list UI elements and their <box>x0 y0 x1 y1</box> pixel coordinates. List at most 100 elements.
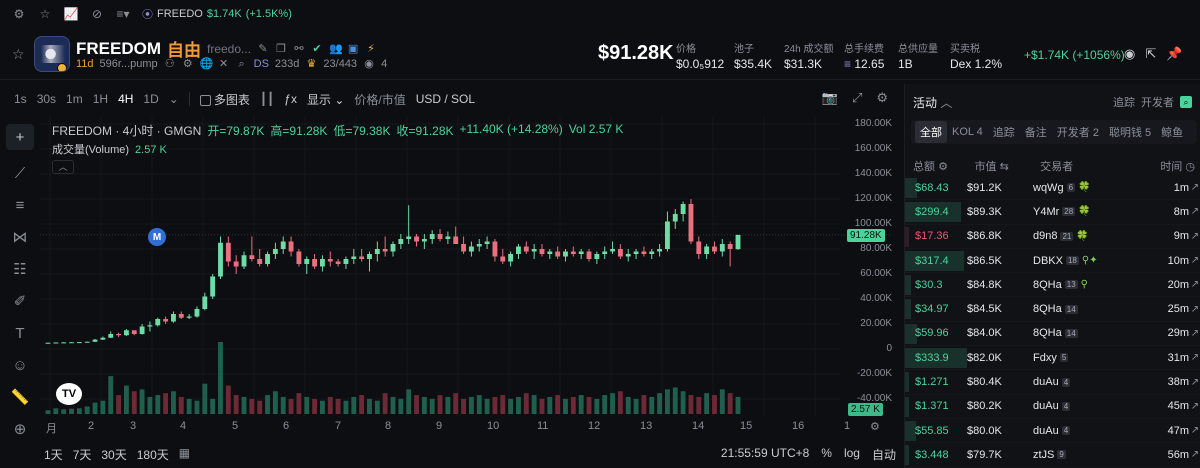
horizontal-lines-icon[interactable]: ≡ <box>15 196 25 214</box>
interval-1s[interactable]: 1s <box>14 92 27 106</box>
trade-row[interactable]: $34.97 $84.5K 8QHa 14 25m ↗ <box>905 297 1200 322</box>
filter-all[interactable]: 全部 <box>915 121 947 143</box>
chart-settings-icon[interactable]: ⚙ <box>876 90 888 105</box>
trade-trader[interactable]: duAu 4 <box>1033 400 1143 412</box>
favorite-star-icon[interactable]: ☆ <box>12 46 25 62</box>
search-icon[interactable]: ⌕ <box>238 58 245 70</box>
col-amount[interactable]: 总额 ⚙ <box>913 158 975 174</box>
log-toggle[interactable]: log <box>843 446 860 460</box>
x-social-icon[interactable]: ✕ <box>219 58 229 70</box>
text-tool-icon[interactable]: T <box>15 324 25 342</box>
open-trade-icon[interactable]: ↗ <box>1190 327 1200 339</box>
trade-row[interactable]: $55.85 $80.0K duAu 4 47m ↗ <box>905 419 1200 444</box>
trade-row[interactable]: $30.3 $84.8K 8QHa 13 ⚲ 20m ↗ <box>905 273 1200 298</box>
trade-row[interactable]: $299.4 $89.3K Y4Mr 28 🍀 8m ↗ <box>905 200 1200 225</box>
interval-1d[interactable]: 1D <box>143 92 159 106</box>
clock-icon[interactable]: ⊘ <box>91 7 103 21</box>
settings-icon[interactable]: ⚙ <box>182 58 193 70</box>
trendline-icon[interactable]: ⟋ <box>14 164 26 182</box>
trade-trader[interactable]: 8QHa 14 <box>1033 303 1143 315</box>
price-mc-toggle[interactable]: 价格/市值 <box>354 92 406 107</box>
star-icon[interactable]: ☆ <box>39 7 51 21</box>
people-icon[interactable]: ⚇ <box>164 58 175 70</box>
open-trade-icon[interactable]: ↗ <box>1190 425 1200 437</box>
trade-row[interactable]: $68.43 $91.2K wqWg 6 🍀 1m ↗ <box>905 176 1200 201</box>
axis-settings-icon[interactable]: ⚙ <box>870 421 880 433</box>
token-address[interactable]: 596r...pump <box>99 58 158 70</box>
collapse-legend-button[interactable]: ︿ <box>52 160 74 174</box>
open-trade-icon[interactable]: ↗ <box>1190 449 1200 461</box>
open-trade-icon[interactable]: ↗ <box>1190 255 1200 267</box>
migration-marker[interactable]: M <box>148 228 166 246</box>
trade-trader[interactable]: 8QHa 14 <box>1033 327 1143 339</box>
open-trade-icon[interactable]: ↗ <box>1190 303 1200 315</box>
indicator-icon[interactable]: ƒx <box>284 92 297 106</box>
dev-link[interactable]: 开发者 <box>1141 97 1174 109</box>
range-7d[interactable]: 7天 <box>72 448 92 462</box>
edit-icon[interactable]: ✎ <box>258 42 268 55</box>
copy-icon[interactable]: ❐ <box>276 42 286 55</box>
filter-kol[interactable]: KOL 4 <box>952 126 983 138</box>
trade-trader[interactable]: wqWg 6 🍀 <box>1033 182 1143 194</box>
trade-row[interactable]: $317.4 $86.5K DBKX 18 ⚲✦ 10m ↗ <box>905 249 1200 274</box>
trade-row[interactable]: $17.36 $86.8K d9n8 21 🍀 9m ↗ <box>905 225 1200 249</box>
interval-1m[interactable]: 1m <box>66 92 83 106</box>
interval-dropdown-icon[interactable]: ⌄ <box>168 92 179 106</box>
range-30d[interactable]: 30天 <box>101 448 127 462</box>
filter-badge-icon[interactable]: ⌕ <box>1180 96 1192 108</box>
pattern-icon[interactable]: ⋈ <box>12 229 28 246</box>
tradingview-logo[interactable]: TV <box>56 383 82 405</box>
filter-dev[interactable]: 开发者 2 <box>1056 127 1099 139</box>
trade-trader[interactable]: Y4Mr 28 🍀 <box>1033 206 1143 218</box>
follow-link[interactable]: 追踪 <box>1113 97 1135 109</box>
open-trade-icon[interactable]: ↗ <box>1190 279 1200 291</box>
open-trade-icon[interactable]: ↗ <box>1190 376 1200 388</box>
filter-smart[interactable]: 聪明钱 5 <box>1108 127 1152 139</box>
candlestick-chart[interactable] <box>40 116 892 416</box>
eye-toggle-icon[interactable]: ◉ <box>1124 46 1136 61</box>
camera-icon[interactable]: 📷 <box>821 90 838 105</box>
gear-icon[interactable]: ⚙ <box>13 7 25 21</box>
share-icon[interactable]: ⚯ <box>294 42 304 55</box>
trade-trader[interactable]: 8QHa 13 ⚲ <box>1033 279 1143 291</box>
ticker[interactable]: ⦿ FREEDO $1.74K (+1.5K%) <box>142 6 292 22</box>
filter-notes[interactable]: 备注 <box>1024 127 1047 139</box>
brush-icon[interactable]: ✐ <box>13 293 27 310</box>
interval-1h[interactable]: 1H <box>92 92 109 106</box>
open-trade-icon[interactable]: ↗ <box>1190 182 1200 194</box>
filter-follow[interactable]: 追踪 <box>992 127 1015 139</box>
trade-row[interactable]: $1.271 $80.4K duAu 4 38m ↗ <box>905 370 1200 395</box>
range-1d[interactable]: 1天 <box>44 448 63 462</box>
trade-trader[interactable]: duAu 4 <box>1033 425 1143 437</box>
trade-row[interactable]: $3.448 $79.7K ztJS 9 56m ↗ <box>905 443 1200 468</box>
emoji-icon[interactable]: ☺ <box>12 356 28 374</box>
zoom-icon[interactable]: ⊕ <box>13 421 27 438</box>
trade-trader[interactable]: ztJS 9 <box>1033 449 1143 461</box>
open-trade-icon[interactable]: ↗ <box>1190 400 1200 412</box>
currency-toggle[interactable]: USD / SOL <box>415 92 476 106</box>
fib-icon[interactable]: ☷ <box>13 261 27 278</box>
crosshair-icon[interactable]: + <box>6 124 34 150</box>
candle-type-icon[interactable]: ┃┃ <box>259 92 275 106</box>
auto-toggle[interactable]: 自动 <box>871 448 896 462</box>
solana-icon[interactable]: ≡▾ <box>116 7 130 21</box>
panel-title[interactable]: 活动 ︿ <box>913 94 952 111</box>
col-mc[interactable]: 市值 ⇆ <box>975 158 1041 174</box>
calendar-icon[interactable]: ▦ <box>178 446 191 460</box>
trade-trader[interactable]: Fdxy 5 <box>1033 352 1143 364</box>
external-link-icon[interactable]: ⇱ <box>1145 46 1157 61</box>
multi-chart-toggle[interactable]: 多图表 <box>199 91 250 108</box>
fullscreen-icon[interactable]: ⤢ <box>851 90 863 105</box>
chart-icon[interactable]: 📈 <box>63 7 79 21</box>
percent-toggle[interactable]: % <box>821 446 832 460</box>
trade-row[interactable]: $59.96 $84.0K 8QHa 14 29m ↗ <box>905 322 1200 347</box>
open-trade-icon[interactable]: ↗ <box>1190 230 1200 242</box>
trade-trader[interactable]: duAu 4 <box>1033 376 1143 388</box>
open-trade-icon[interactable]: ↗ <box>1190 206 1200 218</box>
trade-row[interactable]: $1.371 $80.2K duAu 4 45m ↗ <box>905 395 1200 419</box>
trade-trader[interactable]: d9n8 21 🍀 <box>1033 230 1143 242</box>
open-trade-icon[interactable]: ↗ <box>1190 352 1200 364</box>
col-time[interactable]: 时间 ◷ <box>1149 158 1195 174</box>
interval-30s[interactable]: 30s <box>36 92 57 106</box>
trade-row[interactable]: $333.9 $82.0K Fdxy 5 31m ↗ <box>905 346 1200 371</box>
